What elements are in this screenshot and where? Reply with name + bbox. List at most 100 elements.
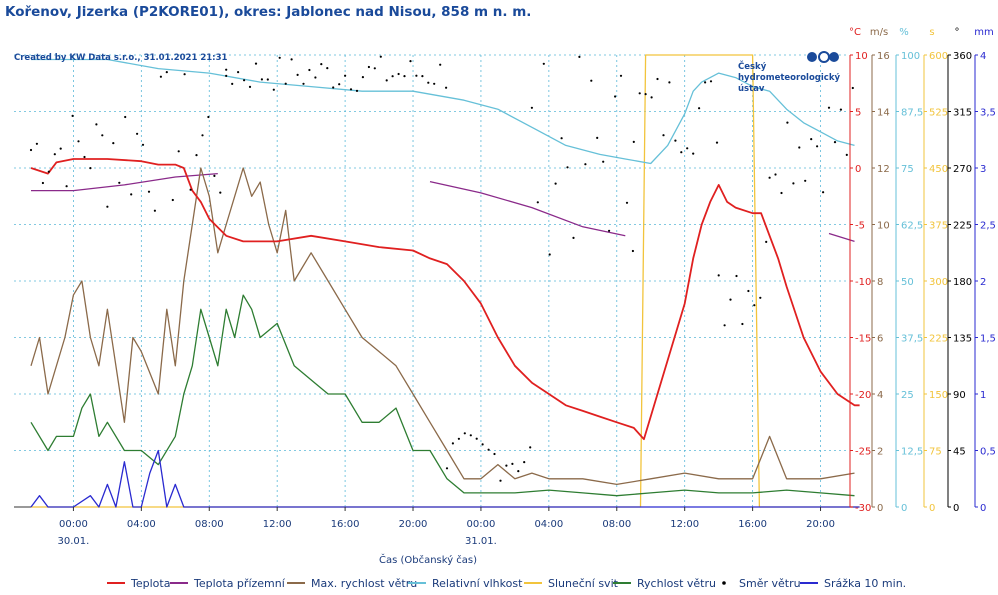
wind-direction-point xyxy=(266,78,269,81)
x-tick-label: 16:00 xyxy=(331,519,360,530)
wind-direction-point xyxy=(355,89,359,92)
wind-direction-point xyxy=(308,68,311,72)
wind-direction-point xyxy=(421,75,424,78)
wind-direction-point xyxy=(780,191,783,195)
y-tick-label-dir: 0 xyxy=(953,503,959,514)
wind-direction-point xyxy=(177,150,180,153)
wind-direction-point xyxy=(195,154,198,157)
wind-direction-point xyxy=(165,71,168,74)
x-tick-label: 04:00 xyxy=(534,519,563,530)
wind-direction-point xyxy=(590,79,593,82)
wind-direction-point xyxy=(709,80,713,83)
y-tick-label-temp: -25 xyxy=(855,447,871,458)
wind-direction-point xyxy=(505,464,508,467)
wind-direction-point xyxy=(397,72,400,76)
series-rychlost-v-tru xyxy=(30,294,855,497)
wind-direction-point xyxy=(530,106,534,109)
legend-label: Srážka 10 min. xyxy=(824,577,906,590)
y-tick-label-dir: 270 xyxy=(953,164,972,175)
wind-direction-point xyxy=(692,152,695,155)
wind-direction-point xyxy=(367,65,370,69)
wind-direction-point xyxy=(47,170,50,173)
wind-direction-point xyxy=(53,153,56,156)
y-tick-label-temp: 10 xyxy=(855,51,868,62)
series-sr-ka-10-min- xyxy=(30,449,860,508)
wind-direction-point xyxy=(118,181,121,184)
x-tick-label: 08:00 xyxy=(195,519,224,530)
wind-direction-point xyxy=(248,85,252,88)
wind-direction-point xyxy=(284,82,287,85)
wind-direction-point xyxy=(644,93,647,96)
wind-direction-point xyxy=(656,77,659,81)
series-max-rychlost-v-tru xyxy=(30,167,855,486)
x-tick-label: 00:00 xyxy=(59,519,88,530)
wind-direction-point xyxy=(845,153,848,156)
y-tick-label-dir: 360 xyxy=(953,51,972,62)
y-axes: 1050-5-10-15-20-25-30161412108642010087,… xyxy=(849,51,996,514)
wind-direction-point xyxy=(704,81,707,84)
wind-direction-point xyxy=(578,55,581,59)
wind-direction-point xyxy=(619,74,623,77)
wind-direction-point xyxy=(278,56,281,59)
chmi-logo: Český hydrometeorologický ústav xyxy=(738,51,840,94)
axis-units: °C m/s% s ° mm xyxy=(849,27,994,38)
wind-direction-point xyxy=(361,76,364,79)
wind-direction-point xyxy=(130,193,133,196)
wind-direction-point xyxy=(499,479,502,482)
y-tick-label-humidity: 62,5 xyxy=(901,221,923,232)
wind-direction-point xyxy=(314,76,317,79)
y-tick-label-precip: 3 xyxy=(980,164,986,175)
wind-direction-point xyxy=(95,123,98,126)
wind-direction-point xyxy=(445,86,448,89)
wind-direction-point xyxy=(851,86,854,90)
wind-direction-point xyxy=(147,190,151,193)
legend-swatch xyxy=(722,581,726,585)
wind-direction-point xyxy=(674,139,677,142)
y-tick-label-precip: 0,5 xyxy=(980,447,996,458)
wind-direction-point xyxy=(554,182,557,185)
legend-label: Sluneční svit xyxy=(548,577,619,590)
y-tick-label-wind: 10 xyxy=(877,221,890,232)
y-tick-label-sun: 375 xyxy=(929,221,948,232)
y-tick-label-sun: 225 xyxy=(929,334,948,345)
wind-direction-point xyxy=(584,163,587,166)
y-tick-label-wind: 4 xyxy=(877,390,883,401)
y-tick-label-precip: 3,5 xyxy=(980,108,996,119)
wind-direction-point xyxy=(475,437,478,440)
y-tick-label-temp: 0 xyxy=(855,164,861,175)
wind-direction-point xyxy=(662,134,665,137)
wind-direction-point xyxy=(219,191,222,194)
wind-direction-point xyxy=(493,452,496,456)
wind-direction-point xyxy=(344,74,347,77)
wind-direction-point xyxy=(786,121,789,124)
y-tick-label-precip: 1 xyxy=(980,390,986,401)
y-tick-label-temp: -10 xyxy=(855,277,871,288)
wind-direction-point xyxy=(124,115,127,119)
wind-direction-point xyxy=(765,240,768,243)
wind-direction-point xyxy=(798,146,801,149)
wind-direction-point xyxy=(409,60,412,63)
wind-direction-point xyxy=(457,437,460,440)
wind-direction-point xyxy=(332,86,335,89)
wind-direction-point xyxy=(511,462,514,465)
wind-direction-point xyxy=(759,296,762,299)
wind-direction-point xyxy=(433,82,436,85)
wind-direction-point xyxy=(729,298,732,301)
wind-direction-point xyxy=(774,173,777,176)
wind-direction-point xyxy=(650,96,653,99)
wind-direction-point xyxy=(225,74,228,77)
wind-direction-point xyxy=(735,274,738,278)
y-axis-unit-precip: mm xyxy=(974,27,993,38)
wind-direction-point xyxy=(101,134,104,137)
wind-direction-point xyxy=(487,448,490,451)
wind-direction-point xyxy=(816,145,819,148)
y-tick-label-sun: 300 xyxy=(929,277,948,288)
y-tick-label-sun: 600 xyxy=(929,51,948,62)
y-axis-unit-temp: °C xyxy=(849,27,861,38)
wind-direction-point xyxy=(804,179,807,182)
wind-direction-point xyxy=(77,140,80,143)
wind-direction-point xyxy=(320,63,323,66)
y-tick-label-temp: -20 xyxy=(855,390,871,401)
wind-direction-point xyxy=(41,181,45,185)
